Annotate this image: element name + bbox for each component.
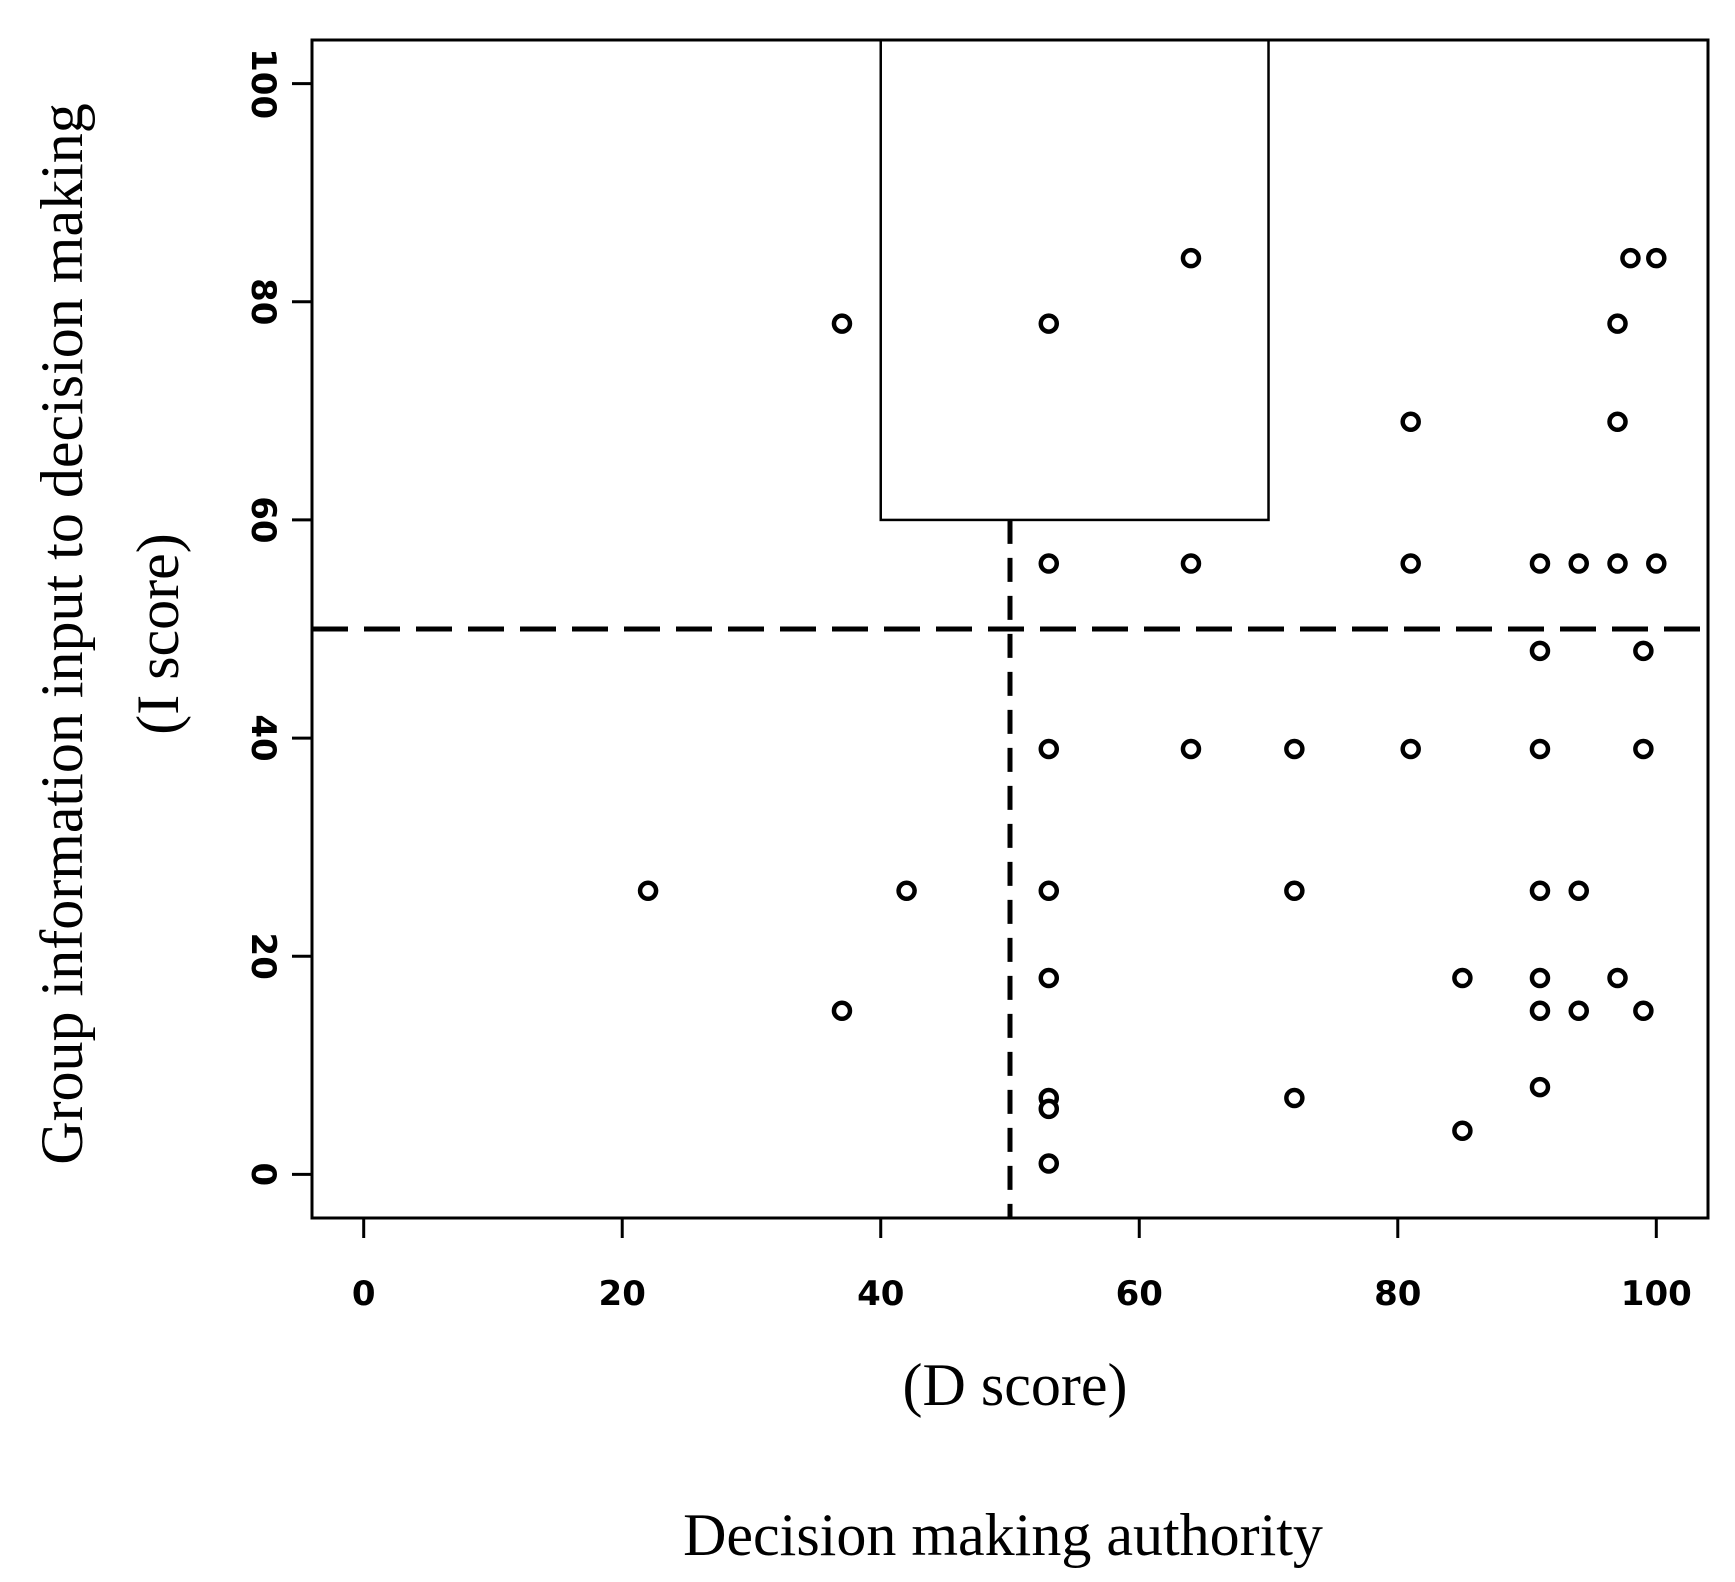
data-point (1607, 411, 1628, 433)
data-point (1633, 738, 1654, 760)
data-point (1180, 553, 1202, 574)
data-point (1038, 553, 1060, 574)
data-point (1633, 1000, 1654, 1022)
data-point (1284, 1087, 1305, 1109)
data-point (1646, 247, 1667, 269)
x-axis: 0 20 40 60 80 100 (352, 1218, 1692, 1314)
x-axis-title: (D score) (903, 1352, 1128, 1418)
x-tick-label: 60 (1116, 1274, 1163, 1314)
data-point (1568, 880, 1589, 902)
data-point (831, 313, 853, 334)
data-point (1400, 411, 1421, 433)
data-points (637, 247, 1667, 1174)
y-tick-label: 40 (243, 714, 283, 761)
data-point (1284, 738, 1305, 760)
y-tick-label: 20 (243, 933, 283, 980)
data-point (1607, 967, 1628, 989)
data-point (1568, 553, 1589, 574)
reference-lines (312, 519, 1708, 1218)
data-point (637, 880, 659, 902)
x-tick-label: 100 (1621, 1274, 1692, 1314)
data-point (1400, 738, 1421, 760)
data-point (1180, 247, 1202, 269)
data-point (1607, 313, 1628, 334)
data-point (1038, 1153, 1060, 1174)
data-point (1607, 553, 1628, 574)
data-point (1646, 553, 1667, 574)
data-point (1452, 967, 1473, 989)
y-tick-label: 100 (243, 48, 283, 119)
x-tick-label: 20 (599, 1274, 646, 1314)
y-tick-label: 80 (243, 278, 283, 325)
y-axis: 0 20 40 60 80 100 (243, 48, 312, 1186)
y-axis-title-line1: Group information input to decision maki… (29, 103, 95, 1165)
x-axis-caption: Decision making authority (683, 1502, 1323, 1568)
data-point (1529, 1076, 1551, 1098)
data-point (1038, 1098, 1060, 1120)
data-point (1400, 553, 1421, 574)
data-point (1180, 738, 1202, 760)
data-point (1529, 967, 1551, 989)
x-tick-label: 40 (857, 1274, 904, 1314)
x-tick-label: 80 (1374, 1274, 1421, 1314)
data-point (1452, 1120, 1473, 1141)
data-point (1038, 880, 1060, 902)
data-point (1038, 738, 1060, 760)
highlight-region-box (879, 38, 1270, 522)
y-tick-label: 0 (243, 1163, 283, 1187)
data-point (1284, 880, 1305, 902)
data-point (1529, 738, 1551, 760)
data-point (1633, 640, 1654, 662)
data-point (1620, 247, 1641, 269)
y-axis-title-line2: (I score) (125, 533, 191, 735)
x-tick-label: 0 (352, 1274, 376, 1314)
data-point (831, 1000, 853, 1022)
y-tick-label: 60 (243, 496, 283, 543)
data-point (1529, 553, 1551, 574)
data-point (1529, 1000, 1551, 1022)
data-point (1529, 880, 1551, 902)
data-point (1568, 1000, 1589, 1022)
data-point (896, 880, 917, 902)
data-point (1038, 967, 1060, 989)
data-point (1038, 313, 1060, 334)
data-point (1529, 640, 1551, 662)
